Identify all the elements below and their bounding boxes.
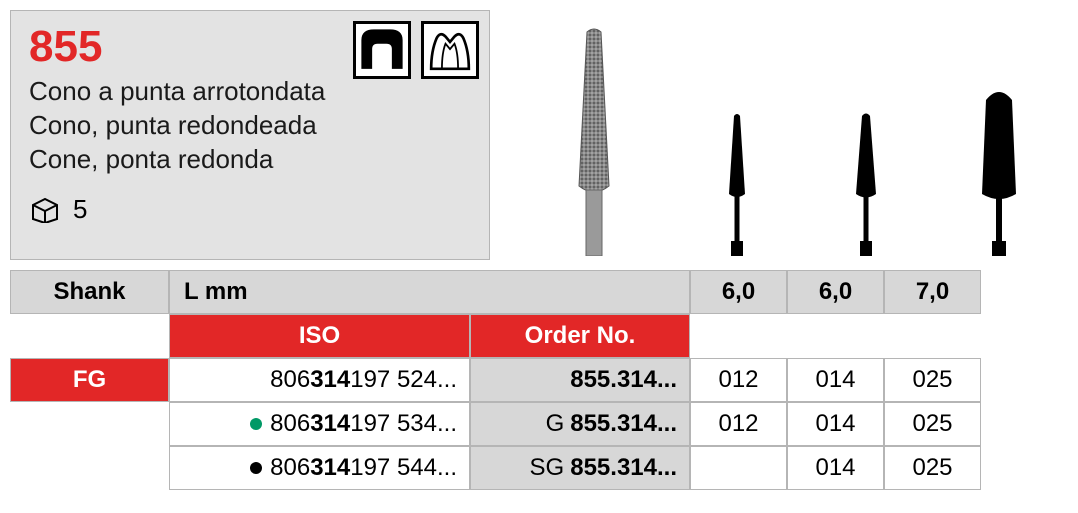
order-no: G 855.314...	[470, 402, 690, 446]
iso-order-header: ISO Order No.	[169, 314, 690, 358]
bur-silhouette-1	[707, 26, 767, 256]
desc-it: Cono a punta arrotondata	[29, 75, 471, 109]
size-cell: 012	[690, 358, 787, 402]
cavity-prep-icon	[353, 21, 411, 79]
top-section: 855 Cono a punta arrotondata Cono, punta…	[10, 10, 1068, 260]
shank-header: Shank	[10, 270, 169, 314]
lmm-header: L mm	[169, 270, 690, 314]
desc-es: Cono, punta redondeada	[29, 109, 471, 143]
table-row: 806 314 197 544... SG 855.314...	[169, 446, 690, 490]
order-header: Order No.	[470, 314, 690, 358]
length-1: 6,0	[787, 270, 884, 314]
length-0: 6,0	[690, 270, 787, 314]
size-cell: 012	[690, 402, 787, 446]
application-icons	[353, 21, 479, 79]
iso-code: 806 314 197 524...	[169, 358, 470, 402]
grit-dot-icon	[250, 418, 262, 430]
iso-code: 806 314 197 544...	[169, 446, 470, 490]
size-cell: 025	[884, 358, 981, 402]
grit-dot-icon	[250, 462, 262, 474]
crown-prep-icon	[421, 21, 479, 79]
size-cell: 014	[787, 402, 884, 446]
spacer	[10, 314, 169, 358]
size-cell: 025	[884, 446, 981, 490]
iso-header: ISO	[169, 314, 470, 358]
pack-qty: 5	[73, 194, 87, 225]
size-cell: 014	[787, 446, 884, 490]
size-cell: 014	[787, 358, 884, 402]
product-info-box: 855 Cono a punta arrotondata Cono, punta…	[10, 10, 490, 260]
length-2: 7,0	[884, 270, 981, 314]
table-row: 806 314 197 524... 855.314...	[169, 358, 690, 402]
bur-main	[549, 26, 639, 256]
burs-illustration	[515, 10, 1068, 260]
box-icon	[29, 197, 61, 223]
spec-table: Shank L mm 6,0 6,0 7,0 ISO Order No. FG …	[10, 270, 1068, 490]
pack-row: 5	[29, 194, 471, 225]
iso-code: 806 314 197 534...	[169, 402, 470, 446]
size-cell	[690, 446, 787, 490]
product-descriptions: Cono a punta arrotondata Cono, punta red…	[29, 75, 471, 176]
table-row: 806 314 197 534... G 855.314...	[169, 402, 690, 446]
bur-silhouette-2	[836, 26, 896, 256]
order-no: SG 855.314...	[470, 446, 690, 490]
shank-type: FG	[10, 358, 169, 402]
order-no: 855.314...	[470, 358, 690, 402]
desc-pt: Cone, ponta redonda	[29, 143, 471, 177]
size-cell: 025	[884, 402, 981, 446]
bur-silhouette-3	[964, 26, 1034, 256]
